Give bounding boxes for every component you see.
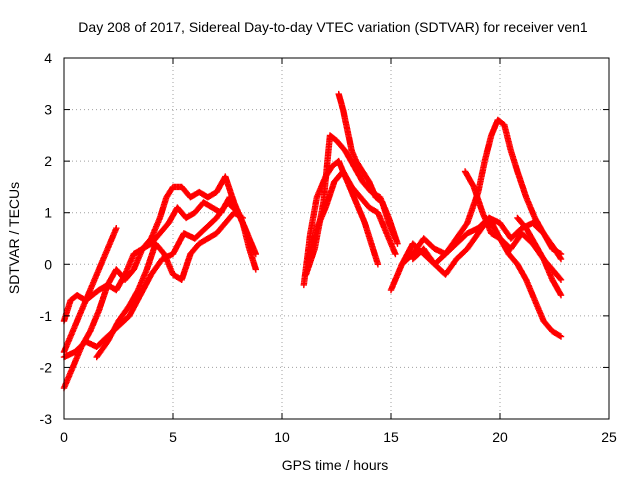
y-tick-label: 3 [44, 102, 52, 118]
y-tick-label: 2 [44, 153, 52, 169]
y-tick-label: -1 [40, 308, 53, 324]
series-arc14-markers [514, 214, 565, 299]
y-tick-label: 0 [44, 256, 52, 272]
x-axis-label: GPS time / hours [282, 457, 389, 473]
series-arc9-markers [335, 90, 399, 242]
series-group [60, 90, 565, 392]
x-tick-label: 20 [492, 429, 508, 445]
plot-frame [63, 57, 610, 420]
y-axis-label: SDTVAR / TECUs [6, 182, 22, 294]
series-arc5-markers [93, 209, 246, 361]
y-tick-label: 4 [44, 50, 52, 66]
axis-ticks: 0 5 10 15 20 25 -3 -2 -1 0 1 2 3 4 [40, 50, 617, 445]
chart-title: Day 208 of 2017, Sidereal Day-to-day VTE… [78, 19, 588, 35]
x-tick-label: 25 [601, 429, 617, 445]
x-tick-label: 10 [274, 429, 290, 445]
x-tick-label: 15 [383, 429, 399, 445]
x-tick-label: 0 [60, 429, 68, 445]
y-tick-label: -3 [40, 411, 53, 427]
x-tick-label: 5 [169, 429, 177, 445]
y-tick-label: -2 [40, 359, 53, 375]
y-tick-label: 1 [44, 205, 52, 221]
series-arc13-markers [461, 168, 565, 340]
